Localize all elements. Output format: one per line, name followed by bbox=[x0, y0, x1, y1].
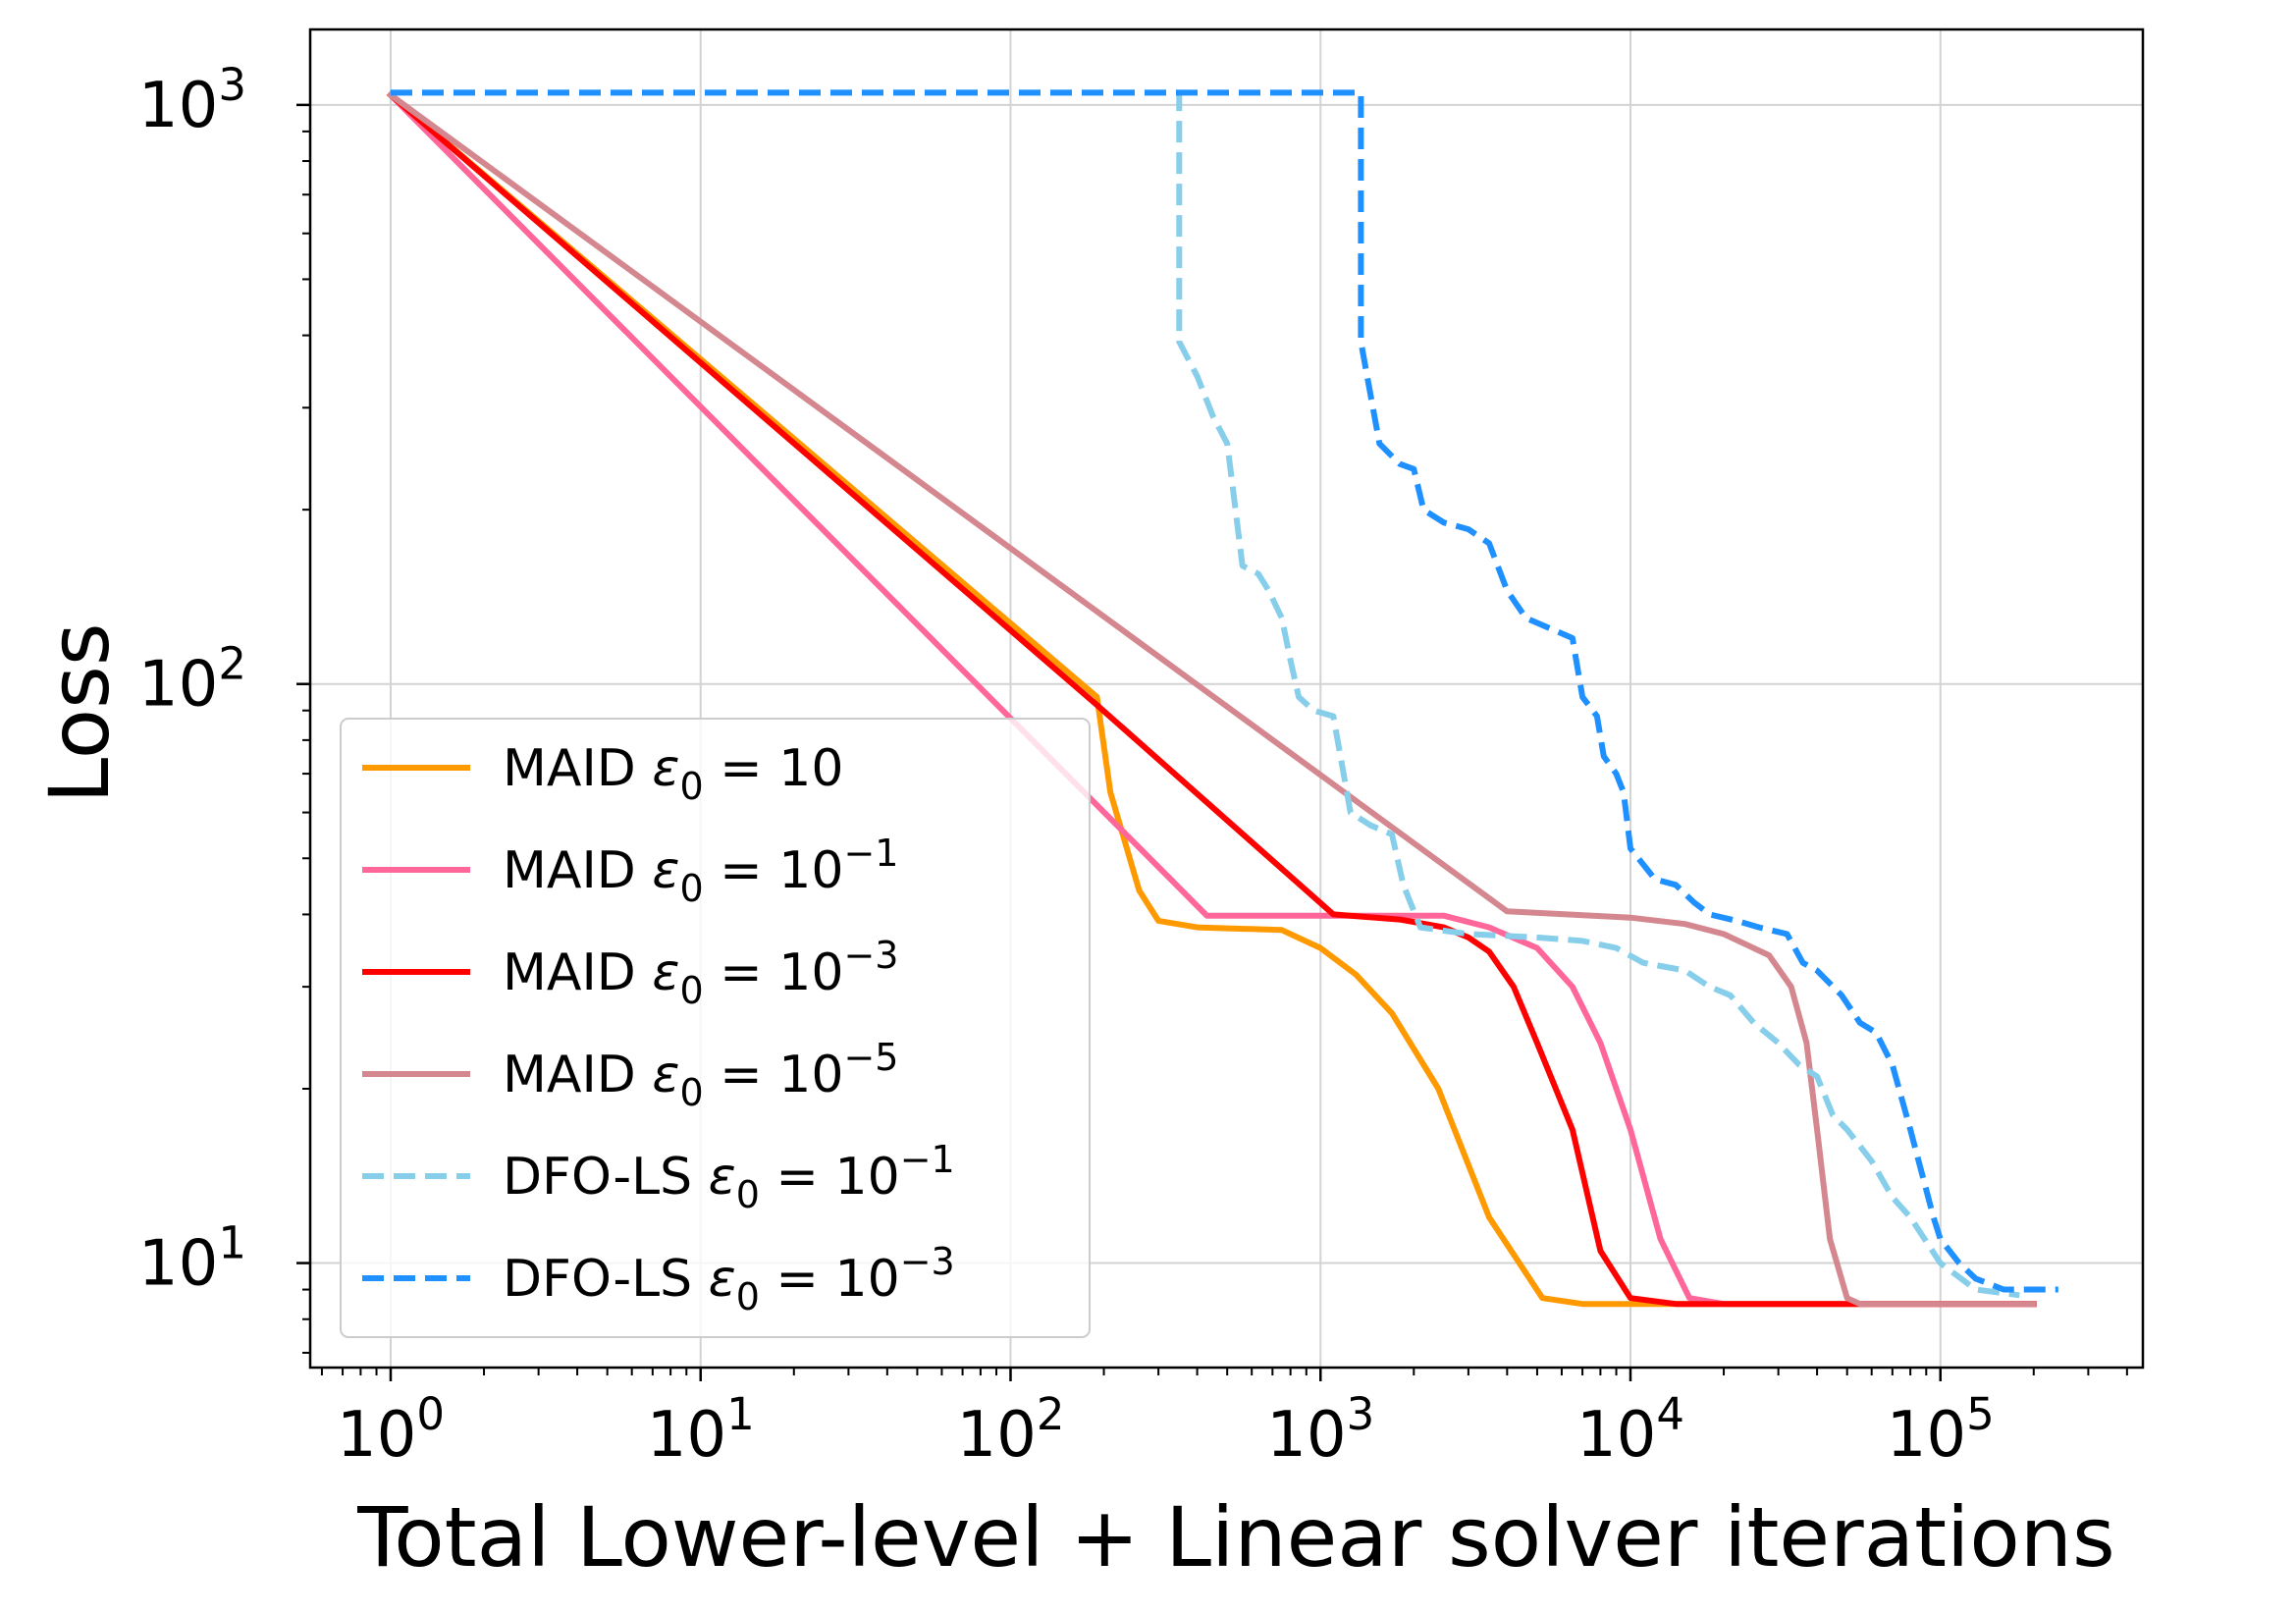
y-tick-label: 102 bbox=[138, 638, 246, 722]
series-line-6 bbox=[391, 89, 2058, 1293]
x-tick-label: 100 bbox=[337, 1388, 445, 1472]
series-line-3 bbox=[386, 90, 2037, 1308]
x-tick-label: 103 bbox=[1266, 1388, 1374, 1472]
x-tick-label: 102 bbox=[956, 1388, 1064, 1472]
x-tick-label: 101 bbox=[647, 1388, 755, 1472]
x-tick-label: 105 bbox=[1887, 1388, 1995, 1472]
y-tick-label: 101 bbox=[138, 1217, 246, 1301]
series-line-2 bbox=[386, 90, 2037, 1308]
legend-label-2: MAID ε0 = 10−1 bbox=[503, 832, 898, 910]
legend: MAID ε0 = 10 MAID ε0 = 10−1 MAID ε0 = 10−3… bbox=[340, 718, 1091, 1338]
x-axis-title: Total Lower-level + Linear solver iterat… bbox=[356, 1489, 2115, 1586]
series-lines bbox=[386, 89, 2058, 1308]
legend-label-1: MAID ε0 = 10 bbox=[503, 739, 843, 808]
x-tick-label: 104 bbox=[1576, 1388, 1684, 1472]
y-tick-label: 103 bbox=[138, 59, 246, 142]
axis-titles: Total Lower-level + Linear solver iterat… bbox=[31, 622, 2115, 1586]
legend-label-3: MAID ε0 = 10−3 bbox=[503, 934, 898, 1012]
series-line-1 bbox=[386, 90, 2037, 1308]
legend-label-6: DFO-LS ε0 = 10−3 bbox=[503, 1240, 955, 1318]
legend-label-4: MAID ε0 = 10−5 bbox=[503, 1036, 898, 1114]
legend-box bbox=[340, 718, 1091, 1338]
y-axis-title: Loss bbox=[31, 622, 128, 803]
legend-label-5: DFO-LS ε0 = 10−1 bbox=[503, 1138, 955, 1216]
series-line-4 bbox=[386, 90, 2037, 1308]
axes: 100 101 102 103 104 105 101 102 103 bbox=[138, 27, 2145, 1472]
series-line-5 bbox=[391, 89, 2020, 1299]
